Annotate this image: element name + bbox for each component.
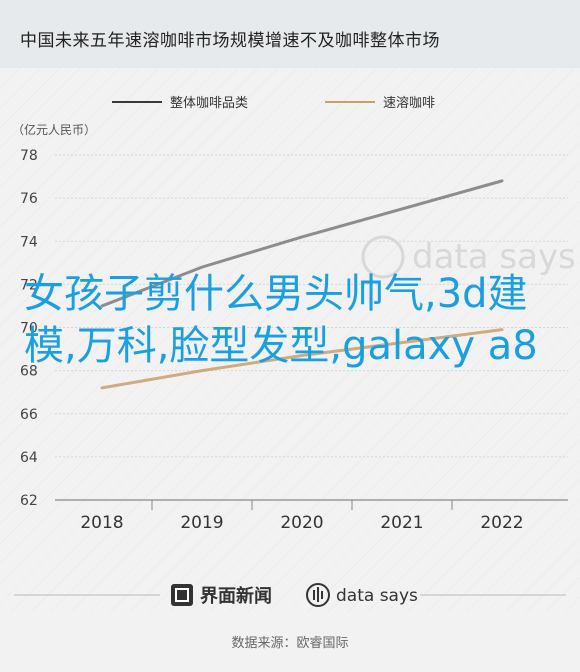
datasays-brand-text: data says bbox=[336, 586, 418, 606]
y-tick-label: 68 bbox=[20, 364, 38, 380]
watermark-icon bbox=[361, 235, 405, 279]
series-lines bbox=[100, 179, 504, 390]
x-tick-label: 2020 bbox=[280, 513, 323, 533]
overlay-text: 女孩子剪什么男头帅气,3d建模,万科,脸型发型,galaxy a8 bbox=[24, 271, 538, 369]
background-pattern bbox=[0, 68, 580, 612]
x-axis: 2018 2019 2020 2021 2022 bbox=[80, 500, 524, 533]
datasays-logo-icon bbox=[306, 583, 330, 607]
chart-svg: 整体咖啡品类 速溶咖啡 （亿元人民币） 62 64 66 68 70 72 74 76 78 da… bbox=[12, 96, 576, 533]
y-tick-label: 64 bbox=[20, 450, 38, 466]
x-tick-label: 2022 bbox=[480, 513, 523, 533]
y-unit-label: （亿元人民币） bbox=[12, 122, 96, 137]
x-tick-label: 2021 bbox=[380, 513, 423, 533]
y-tick-label: 74 bbox=[20, 234, 38, 250]
y-tick-label: 66 bbox=[20, 407, 38, 423]
x-tick-label: 2019 bbox=[180, 513, 223, 533]
y-tick-label: 76 bbox=[20, 191, 38, 207]
chart-title: 中国未来五年速溶咖啡市场规模增速不及咖啡整体市场 bbox=[20, 31, 440, 51]
grid: 62 64 66 68 70 72 74 76 78 bbox=[20, 148, 568, 509]
jiemian-logo-icon bbox=[171, 584, 193, 606]
y-tick-label: 62 bbox=[20, 493, 38, 509]
watermark: data says bbox=[361, 235, 576, 279]
title-band bbox=[0, 0, 580, 68]
footer-brand: 界面新闻 data says bbox=[14, 583, 566, 607]
legend-label-2: 速溶咖啡 bbox=[383, 96, 435, 111]
legend-label-1: 整体咖啡品类 bbox=[170, 96, 248, 111]
y-tick-label: 72 bbox=[20, 277, 38, 293]
legend: 整体咖啡品类 速溶咖啡 bbox=[112, 96, 435, 111]
y-tick-label: 70 bbox=[20, 321, 38, 337]
source-note: 数据来源：欧睿国际 bbox=[231, 636, 349, 651]
jiemian-brand-text: 界面新闻 bbox=[200, 585, 272, 607]
y-tick-label: 78 bbox=[20, 148, 38, 164]
x-tick-label: 2018 bbox=[80, 513, 123, 533]
watermark-text: data says bbox=[412, 237, 576, 277]
